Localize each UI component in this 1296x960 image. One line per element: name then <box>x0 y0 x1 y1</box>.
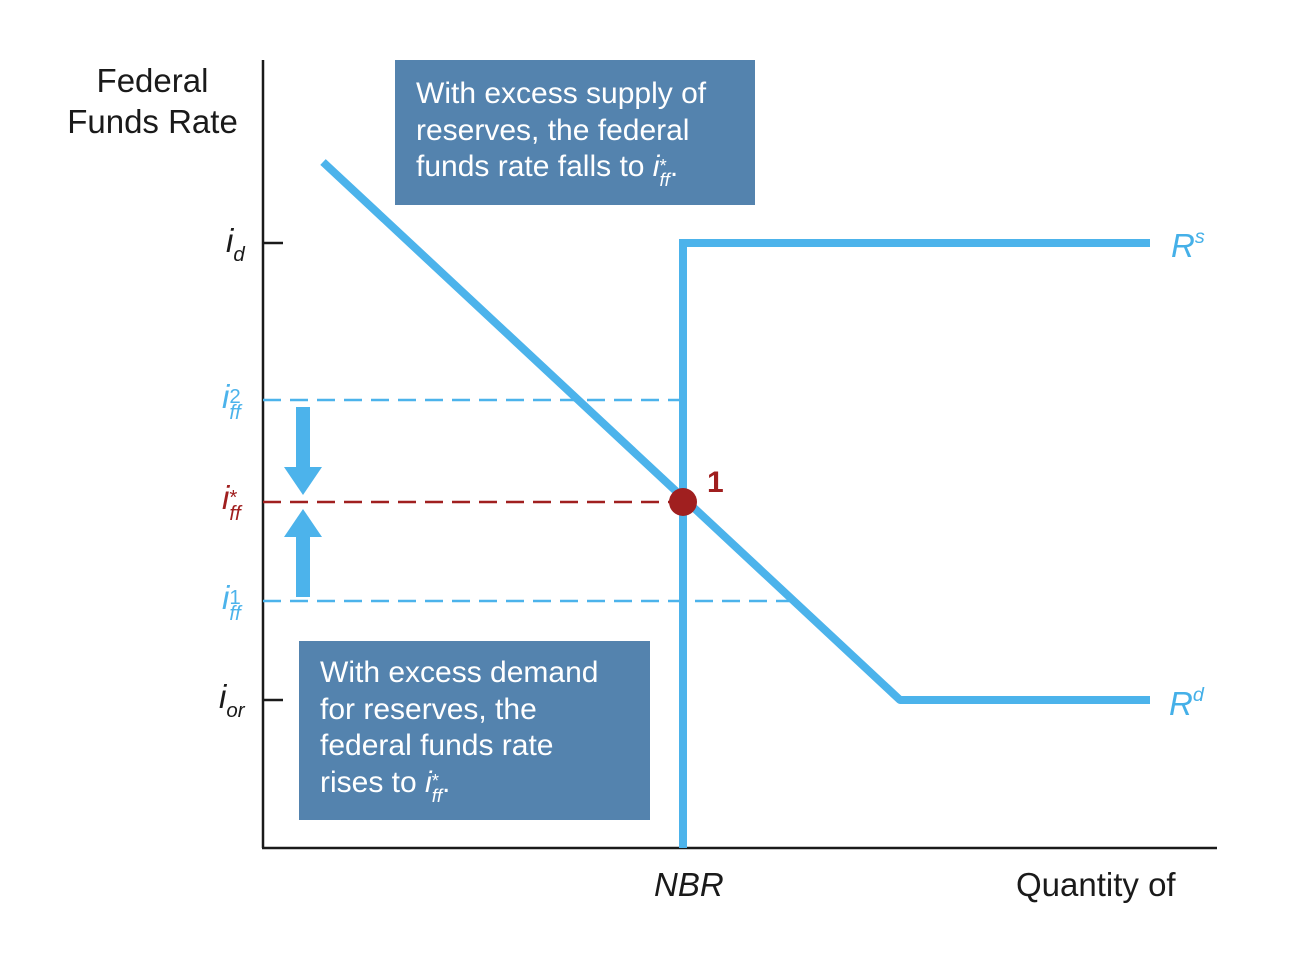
excess-demand-line-2: for reserves, the <box>320 692 537 726</box>
excess-supply-symbol: i <box>652 150 660 183</box>
excess-demand-line-4: rises to i * ff. <box>320 765 451 806</box>
reserve-demand-curve <box>320 159 1150 704</box>
excess-supply-line-3: funds rate falls to i * ff. <box>416 150 679 191</box>
excess-demand-note: With excess demand for reserves, the fed… <box>299 641 650 820</box>
excess-supply-line-2: reserves, the federal <box>416 113 690 147</box>
excess-demand-line-1: With excess demand <box>320 656 599 689</box>
y-axis-title-line-2: Funds Rate <box>67 103 238 140</box>
supply-curve-label: Rs <box>1171 226 1205 264</box>
excess-supply-line-1: With excess supply of <box>416 77 707 110</box>
excess-demand-symbol: i <box>425 765 432 799</box>
y-axis-title-line-1: Federal <box>96 62 209 99</box>
label-i-d: id <box>226 222 245 267</box>
equilibrium-label: 1 <box>707 466 724 499</box>
excess-supply-note: With excess supply of reserves, the fede… <box>395 60 755 205</box>
reserve-supply-curve <box>679 239 1150 848</box>
up-arrow <box>284 509 322 597</box>
label-i-ff2: i 2 ff <box>222 378 241 425</box>
label-i-ff1: i 1 ff <box>222 579 241 626</box>
label-i-or: ior <box>219 678 245 723</box>
demand-curve-label: Rd <box>1169 684 1204 722</box>
down-arrow <box>284 407 322 495</box>
nbr-label: NBR <box>654 866 724 903</box>
label-i-ff-star: i * ff <box>222 479 241 526</box>
y-axis-title: Federal Funds Rate <box>40 60 265 142</box>
x-axis-title: Quantity of <box>1016 866 1176 903</box>
equilibrium-point <box>669 488 697 516</box>
excess-demand-line-3: federal funds rate <box>320 729 554 762</box>
